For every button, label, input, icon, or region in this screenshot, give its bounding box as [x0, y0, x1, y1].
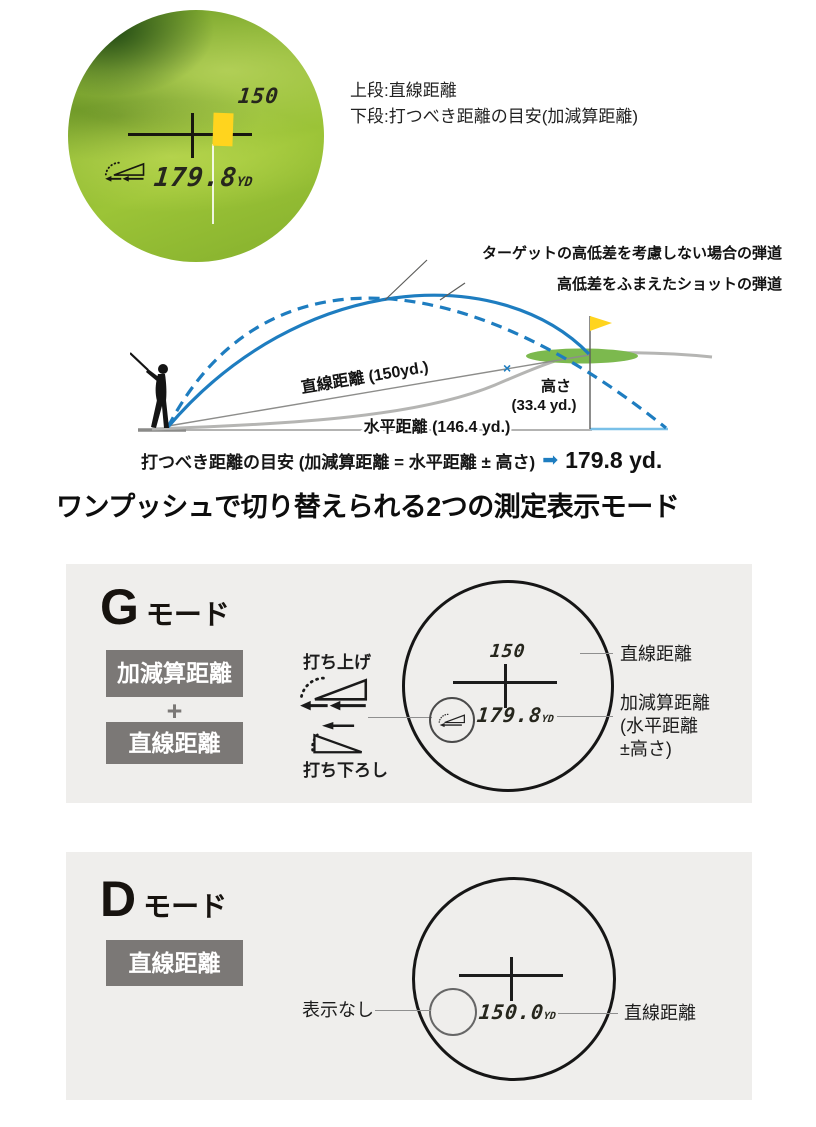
- pointer-solid-label: [439, 282, 466, 301]
- g-display-bottom: 179.8YD: [475, 703, 555, 727]
- flag-pennant: [590, 316, 612, 331]
- formula-result: 179.8 yd.: [565, 447, 663, 473]
- formula-row: 打つべき距離の目安 (加減算距離 = 水平距離 ± 高さ) ➡ 179.8 yd…: [141, 447, 662, 474]
- callout-line-bottom: [557, 716, 613, 717]
- label-no-elevation: ターゲットの高低差を考慮しない場合の弾道: [482, 244, 782, 262]
- d-mode-title: D モード: [100, 870, 227, 928]
- d-callout-line-right: [558, 1013, 618, 1014]
- photo-distance-top: 150: [236, 84, 281, 108]
- g-mode-panel: G モード 加減算距離 + 直線距離 打ち上げ 打ち下ろし 150 179.8YD: [66, 564, 752, 803]
- label-line-distance: 直線距離 (150yd.): [300, 357, 430, 397]
- badge-add-subtract-distance: 加減算距離: [106, 650, 243, 697]
- g-callout-bottom-line1: 加減算距離: [620, 693, 710, 713]
- g-display-top: 150: [488, 641, 527, 662]
- label-with-elevation: 高低差をふまえたショットの弾道: [557, 275, 782, 293]
- g-callout-bottom-line3: ±高さ): [620, 739, 672, 759]
- d-callout-no-display: 表示なし: [302, 1000, 374, 1020]
- terrain-line: [151, 351, 713, 431]
- label-downhill: 打ち下ろし: [303, 761, 388, 780]
- viewfinder-photo: 150 179.8YD: [68, 10, 324, 262]
- g-mode-title: G モード: [100, 578, 230, 636]
- g-display-bottom-value: 179.8: [475, 703, 544, 727]
- label-horizontal-distance: 水平距離 (146.4 yd.): [364, 417, 511, 436]
- g-viewfinder-circle: [402, 580, 614, 792]
- g-display-unit: YD: [541, 714, 555, 725]
- photo-distance-bottom: 179.8YD: [152, 163, 255, 193]
- section-title: ワンプッシュで切り替えられる2つの測定表示モード: [56, 492, 680, 522]
- golfer-silhouette: [130, 352, 169, 428]
- label-height-1: 高さ: [541, 377, 571, 395]
- g-callout-bottom: 加減算距離 (水平距離 ±高さ): [620, 692, 710, 761]
- callout-line-top: [580, 653, 613, 654]
- d-display-bottom-value: 150.0: [477, 1000, 546, 1024]
- badge-straight-distance-d: 直線距離: [106, 940, 243, 986]
- g-callout-top: 直線距離: [620, 644, 692, 664]
- pointer-dashed-label: [384, 259, 428, 301]
- d-empty-indicator-circle: [429, 988, 477, 1036]
- mini-uphill-angle-icon: [438, 713, 465, 727]
- caption-line1: 上段:直線距離: [350, 81, 457, 100]
- label-height-2: (33.4 yd.): [511, 397, 576, 414]
- g-mode-letter: G: [100, 579, 139, 635]
- flag: [212, 112, 234, 147]
- crosshair-vertical: [191, 113, 194, 158]
- crosshair-horizontal: [128, 133, 252, 136]
- g-crosshair-vertical: [504, 664, 507, 708]
- trajectory-solid-arc: [166, 293, 591, 429]
- d-viewfinder-circle: [412, 877, 616, 1081]
- badge-straight-distance: 直線距離: [106, 722, 243, 764]
- g-angle-indicator-circle: [429, 697, 475, 743]
- trajectory-diagram: × ターゲットの高低差を考慮しない場合の弾道 高低差をふまえたショットの弾道 直…: [130, 244, 782, 438]
- caption-line2: 下段:打つべき距離の目安(加減算距離): [350, 107, 639, 126]
- d-mode-suffix: モード: [143, 891, 228, 922]
- trajectory-dashed-arc: [166, 296, 668, 430]
- g-mode-suffix: モード: [145, 599, 230, 630]
- x-marker: ×: [503, 360, 511, 376]
- blue-arrow-icon: ➡: [542, 450, 559, 471]
- line-of-sight: [167, 354, 590, 427]
- icon-connector-line: [368, 717, 432, 718]
- formula-text: 打つべき距離の目安 (加減算距離 = 水平距離 ± 高さ): [141, 453, 536, 472]
- flagstick: [212, 144, 214, 224]
- photo-caption: 上段:直線距離 下段:打つべき距離の目安(加減算距離): [350, 78, 638, 130]
- d-display-unit: YD: [543, 1011, 557, 1022]
- photo-distance-bottom-value: 179.8: [152, 163, 239, 193]
- label-uphill: 打ち上げ: [303, 653, 371, 672]
- d-callout-line-left: [375, 1010, 431, 1011]
- d-crosshair-vertical: [510, 957, 513, 1001]
- uphill-angle-icon: [299, 676, 368, 711]
- d-mode-panel: D モード 直線距離 150.0YD 表示なし 直線距離: [66, 852, 752, 1100]
- g-callout-bottom-line2: (水平距離: [620, 716, 698, 736]
- photo-distance-unit: YD: [236, 175, 254, 190]
- d-callout-bottom: 直線距離: [624, 1003, 696, 1023]
- plus-sign: +: [166, 696, 183, 726]
- incline-angle-icon: [104, 161, 145, 182]
- d-display-bottom: 150.0YD: [477, 1000, 557, 1024]
- d-mode-letter: D: [100, 871, 136, 927]
- downhill-angle-icon: [311, 722, 363, 754]
